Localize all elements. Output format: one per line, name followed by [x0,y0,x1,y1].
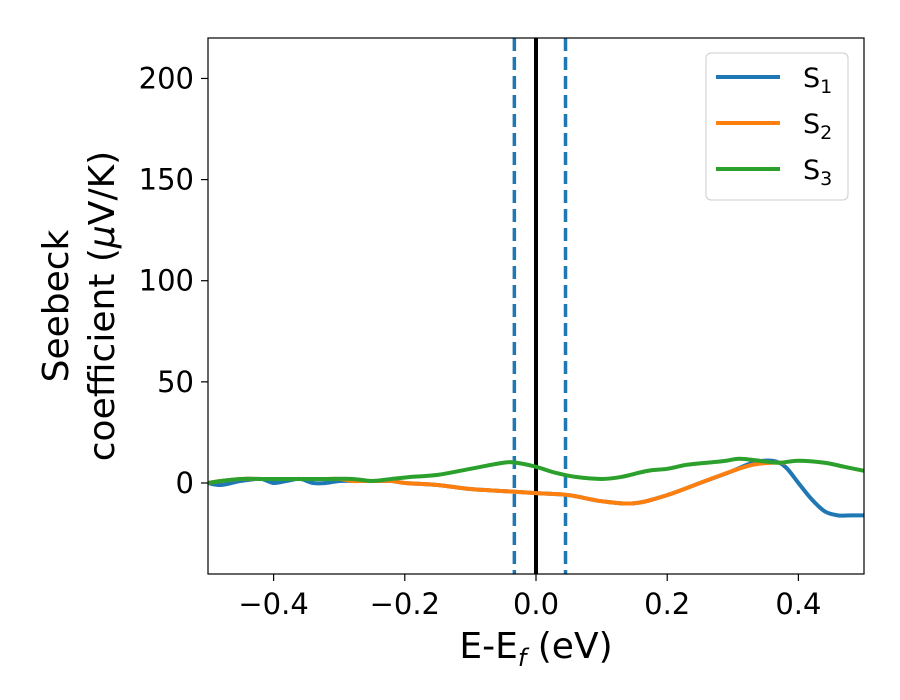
y-tick-label: 200 [139,61,194,95]
y-tick-label: 150 [139,163,194,197]
legend-box [705,52,849,201]
y-tick-label: 0 [176,466,194,500]
y-axis-label: Seebeck coefficient (μV/K) [36,151,123,461]
x-tick-label: 0.0 [513,587,559,621]
x-tick-label: −0.2 [370,587,440,621]
x-tick-label: −0.4 [238,587,308,621]
y-tick-label: 100 [139,264,194,298]
series-layer [208,456,864,518]
legend: S1 S2 S3 [705,52,849,201]
legend-label-s1: S1 [803,63,832,98]
legend-label-s3: S3 [803,155,832,190]
reference-lines [512,38,568,574]
y-axis-label-line1: Seebeck [36,229,77,382]
y-tick-label: 50 [157,365,194,399]
x-tick-label: 0.2 [644,587,690,621]
legend-label-s2: S2 [803,109,832,144]
x-axis-ticks: −0.4 −0.2 0.0 0.2 0.4 [238,574,821,621]
y-axis-ticks: 0 50 100 150 200 [139,61,208,500]
x-tick-label: 0.4 [775,587,821,621]
series-line-s3 [208,456,864,485]
y-axis-label-line2: coefficient (μV/K) [82,151,123,461]
x-axis-label: E-Ef (eV) [459,626,612,672]
